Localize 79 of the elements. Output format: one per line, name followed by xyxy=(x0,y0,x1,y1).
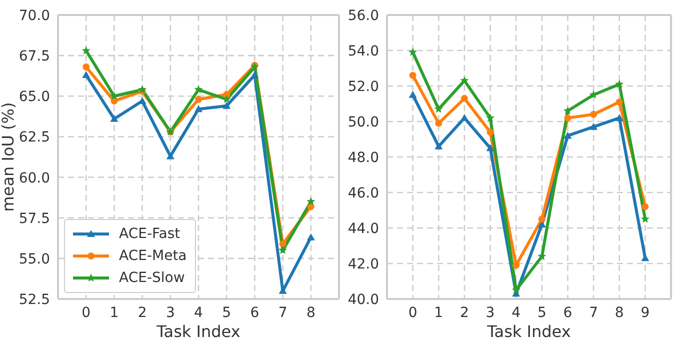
point xyxy=(408,48,418,56)
point xyxy=(564,132,572,139)
x-tick-label: 5 xyxy=(537,304,546,321)
y-tick-label: 62.5 xyxy=(18,130,50,146)
point xyxy=(434,142,443,150)
x-tick-label: 9 xyxy=(640,304,650,321)
y-tick-label: 50.0 xyxy=(348,114,379,130)
y-tick-label: 44.0 xyxy=(348,220,379,237)
y-tick-label: 54.0 xyxy=(348,43,379,60)
y-tick-label: 70.0 xyxy=(18,8,50,24)
point xyxy=(306,197,316,206)
point xyxy=(250,71,259,78)
point xyxy=(434,104,443,113)
point xyxy=(460,94,468,102)
legend-label: ACE-Meta xyxy=(119,248,187,264)
point xyxy=(409,72,416,79)
point xyxy=(279,240,286,248)
point xyxy=(563,106,572,114)
point xyxy=(642,203,649,210)
x-tick-label: 8 xyxy=(614,304,624,321)
x-tick-label: 6 xyxy=(250,304,260,321)
x-tick-label: 1 xyxy=(110,304,119,321)
point xyxy=(460,114,468,121)
y-tick-label: 46.0 xyxy=(348,185,379,202)
y-tick-label: 57.5 xyxy=(18,210,50,227)
y-tick-label: 52.5 xyxy=(18,292,50,308)
y-tick-label: 40.0 xyxy=(348,292,379,308)
x-tick-label: 3 xyxy=(166,304,175,321)
point xyxy=(615,114,624,121)
point xyxy=(222,102,231,109)
y-tick-label: 55.0 xyxy=(18,251,50,268)
point xyxy=(486,113,495,122)
point xyxy=(564,114,572,122)
x-tick-label: 6 xyxy=(563,304,572,321)
point xyxy=(616,98,623,106)
y-tick-label: 52.0 xyxy=(348,78,379,95)
point xyxy=(166,152,174,160)
point xyxy=(194,105,202,112)
point xyxy=(138,85,147,94)
x-tick-label: 4 xyxy=(194,304,204,321)
x-tick-label: 3 xyxy=(486,304,495,321)
y-tick-label: 42.0 xyxy=(348,256,379,272)
x-tick-label: 0 xyxy=(408,304,418,321)
point xyxy=(615,80,624,88)
x-tick-label: 5 xyxy=(222,304,232,321)
x-tick-label: 0 xyxy=(82,304,91,321)
x-tick-label: 4 xyxy=(512,304,521,321)
x-axis-title: Task Index xyxy=(156,322,240,339)
point xyxy=(82,71,90,78)
x-tick-label: 1 xyxy=(434,304,444,321)
x-tick-label: 8 xyxy=(306,304,316,321)
point xyxy=(82,46,90,54)
point xyxy=(195,96,202,103)
point xyxy=(590,122,598,130)
point xyxy=(435,120,442,127)
point xyxy=(590,110,598,118)
point xyxy=(110,114,118,122)
y-tick-label: 65.0 xyxy=(18,89,50,106)
y-tick-label: 67.5 xyxy=(18,48,50,65)
point xyxy=(306,233,315,240)
legend-label: ACE-Fast xyxy=(119,226,180,242)
x-tick-label: 2 xyxy=(460,304,469,321)
point xyxy=(486,128,494,136)
x-tick-label: 2 xyxy=(138,304,147,321)
point xyxy=(278,246,288,254)
x-tick-label: 7 xyxy=(278,304,288,321)
point xyxy=(538,216,546,223)
y-axis-title: mean IoU (%) xyxy=(0,102,18,212)
point xyxy=(194,85,203,94)
y-tick-label: 56.0 xyxy=(348,8,379,24)
x-axis-title: Task Index xyxy=(486,322,571,339)
y-tick-label: 48.0 xyxy=(348,150,379,166)
point xyxy=(82,63,90,70)
y-tick-label: 60.0 xyxy=(18,170,50,186)
point xyxy=(512,262,520,269)
legend-label: ACE-Slow xyxy=(119,270,185,286)
x-tick-label: 7 xyxy=(589,304,598,321)
point xyxy=(486,144,494,152)
point xyxy=(408,90,417,98)
